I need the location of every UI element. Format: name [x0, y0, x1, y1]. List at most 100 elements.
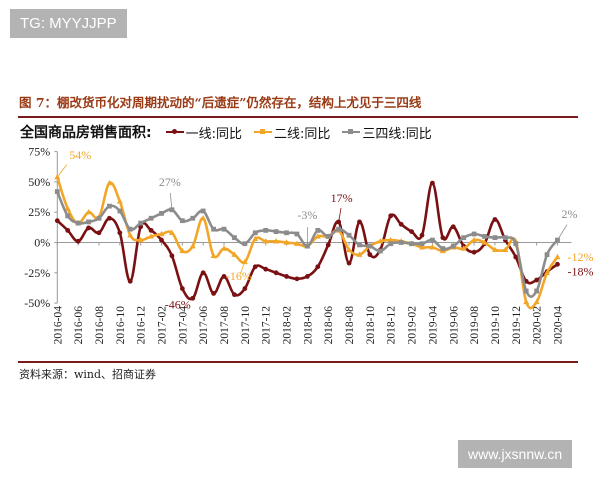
data-point-tier2	[116, 198, 123, 204]
data-point-tier34	[75, 220, 81, 226]
y-tick-label: 50%	[28, 175, 50, 189]
x-tick-label: 2019-06	[448, 306, 460, 345]
x-tick-label: 2019-12	[511, 306, 523, 345]
data-point-tier34	[54, 189, 60, 194]
data-point-tier2	[168, 229, 175, 236]
data-point-tier34	[440, 246, 446, 251]
data-point-tier34	[492, 235, 498, 241]
data-point-tier2	[106, 179, 113, 186]
data-point-tier1	[169, 253, 175, 259]
data-point-tier1	[440, 235, 446, 241]
data-point-tier2	[481, 239, 488, 245]
data-point-tier1	[388, 213, 394, 219]
data-point-tier34	[263, 227, 269, 233]
y-tick-label: 75%	[28, 145, 50, 159]
annotation-label: -12%	[567, 250, 593, 264]
data-point-tier2	[273, 238, 280, 244]
source-note: 资料来源：wind、招商证券	[19, 368, 157, 381]
data-point-tier34	[430, 237, 435, 243]
data-point-tier34	[190, 215, 196, 221]
y-tick-label: -50%	[24, 296, 50, 310]
data-point-tier34	[471, 231, 477, 237]
data-point-tier1	[294, 276, 300, 282]
data-point-tier1	[273, 270, 279, 276]
watermark-bottom-right: www.jxsnnw.cn	[458, 440, 573, 468]
data-point-tier34	[252, 230, 258, 236]
data-point-tier2	[346, 246, 353, 252]
data-point-tier1	[492, 217, 498, 222]
annotation-leader	[56, 164, 68, 178]
data-point-tier1	[148, 227, 154, 233]
data-point-tier34	[284, 230, 289, 236]
data-point-tier34	[107, 203, 112, 209]
x-tick-label: 2017-12	[261, 306, 273, 345]
x-tick-label: 2017-04	[177, 306, 189, 345]
data-point-tier34	[336, 226, 342, 232]
legend-swatch-tier34	[342, 129, 361, 134]
data-point-tier2	[387, 236, 394, 243]
data-point-tier34	[169, 207, 175, 213]
x-tick-label: 2020-02	[532, 306, 544, 345]
data-point-tier2	[262, 238, 269, 244]
data-point-tier1	[75, 238, 81, 244]
data-point-tier34	[461, 235, 467, 241]
x-tick-label: 2018-04	[302, 306, 314, 345]
annotation-label: 2%	[561, 207, 577, 221]
x-tick-label: 2017-06	[198, 306, 210, 345]
data-point-tier2	[377, 238, 384, 244]
data-point-tier1	[315, 264, 321, 270]
data-point-tier2	[523, 298, 530, 305]
data-point-tier2	[64, 205, 71, 211]
data-point-tier2	[471, 236, 478, 243]
data-point-tier1	[179, 286, 185, 291]
data-point-tier34	[273, 229, 279, 234]
data-point-tier34	[398, 240, 404, 245]
x-tick-label: 2018-10	[365, 306, 377, 345]
data-point-tier1	[221, 274, 227, 279]
data-point-tier34	[221, 226, 227, 232]
data-point-tier34	[450, 243, 456, 249]
data-point-tier2	[148, 233, 155, 239]
data-point-tier34	[200, 208, 206, 214]
data-point-tier2	[356, 251, 363, 257]
legend-swatch-tier1	[165, 129, 184, 134]
x-tick-label: 2020-04	[552, 306, 564, 345]
data-point-tier1	[346, 260, 352, 266]
data-point-tier34	[409, 241, 414, 247]
chart-legend: 全国商品房销售面积: 一线:同比 二线:同比 三四线:同比	[20, 122, 444, 142]
data-point-tier34	[117, 208, 123, 214]
data-point-tier34	[86, 219, 91, 225]
data-point-tier1	[232, 292, 237, 298]
data-point-tier1	[419, 232, 425, 238]
data-point-tier2	[533, 298, 540, 305]
annotation-leader	[338, 207, 342, 222]
data-point-tier34	[357, 242, 362, 248]
data-point-tier1	[284, 274, 289, 279]
data-point-tier1	[159, 237, 164, 243]
data-point-tier2	[419, 244, 425, 250]
data-point-tier1	[471, 249, 477, 255]
annotation-label: -18%	[567, 264, 593, 278]
x-tick-label: 2019-02	[407, 306, 419, 345]
annotation-leader	[239, 261, 246, 275]
figure-title: 图 7：棚改货币化对周期扰动的“后遗症”仍然存在，结构上尤见于三四线	[19, 95, 422, 110]
data-point-tier1	[398, 221, 404, 227]
x-tick-label: 2016-12	[136, 306, 148, 345]
data-point-tier34	[367, 243, 373, 249]
data-point-tier1	[450, 224, 456, 230]
x-tick-label: 2016-06	[73, 306, 85, 345]
data-point-tier2	[293, 240, 300, 246]
data-point-tier2	[189, 242, 196, 249]
data-point-tier2	[460, 245, 467, 251]
data-point-tier34	[388, 241, 394, 247]
x-tick-label: 2016-10	[115, 306, 127, 345]
x-tick-label: 2018-08	[344, 306, 356, 345]
legend-item-tier2: 二线:同比	[254, 123, 330, 142]
data-point-tier34	[513, 241, 519, 247]
legend-swatch-tier2	[254, 129, 272, 134]
data-point-tier34	[148, 215, 154, 221]
data-point-tier34	[377, 248, 383, 254]
data-point-tier34	[325, 234, 331, 239]
data-point-tier2	[158, 230, 165, 237]
